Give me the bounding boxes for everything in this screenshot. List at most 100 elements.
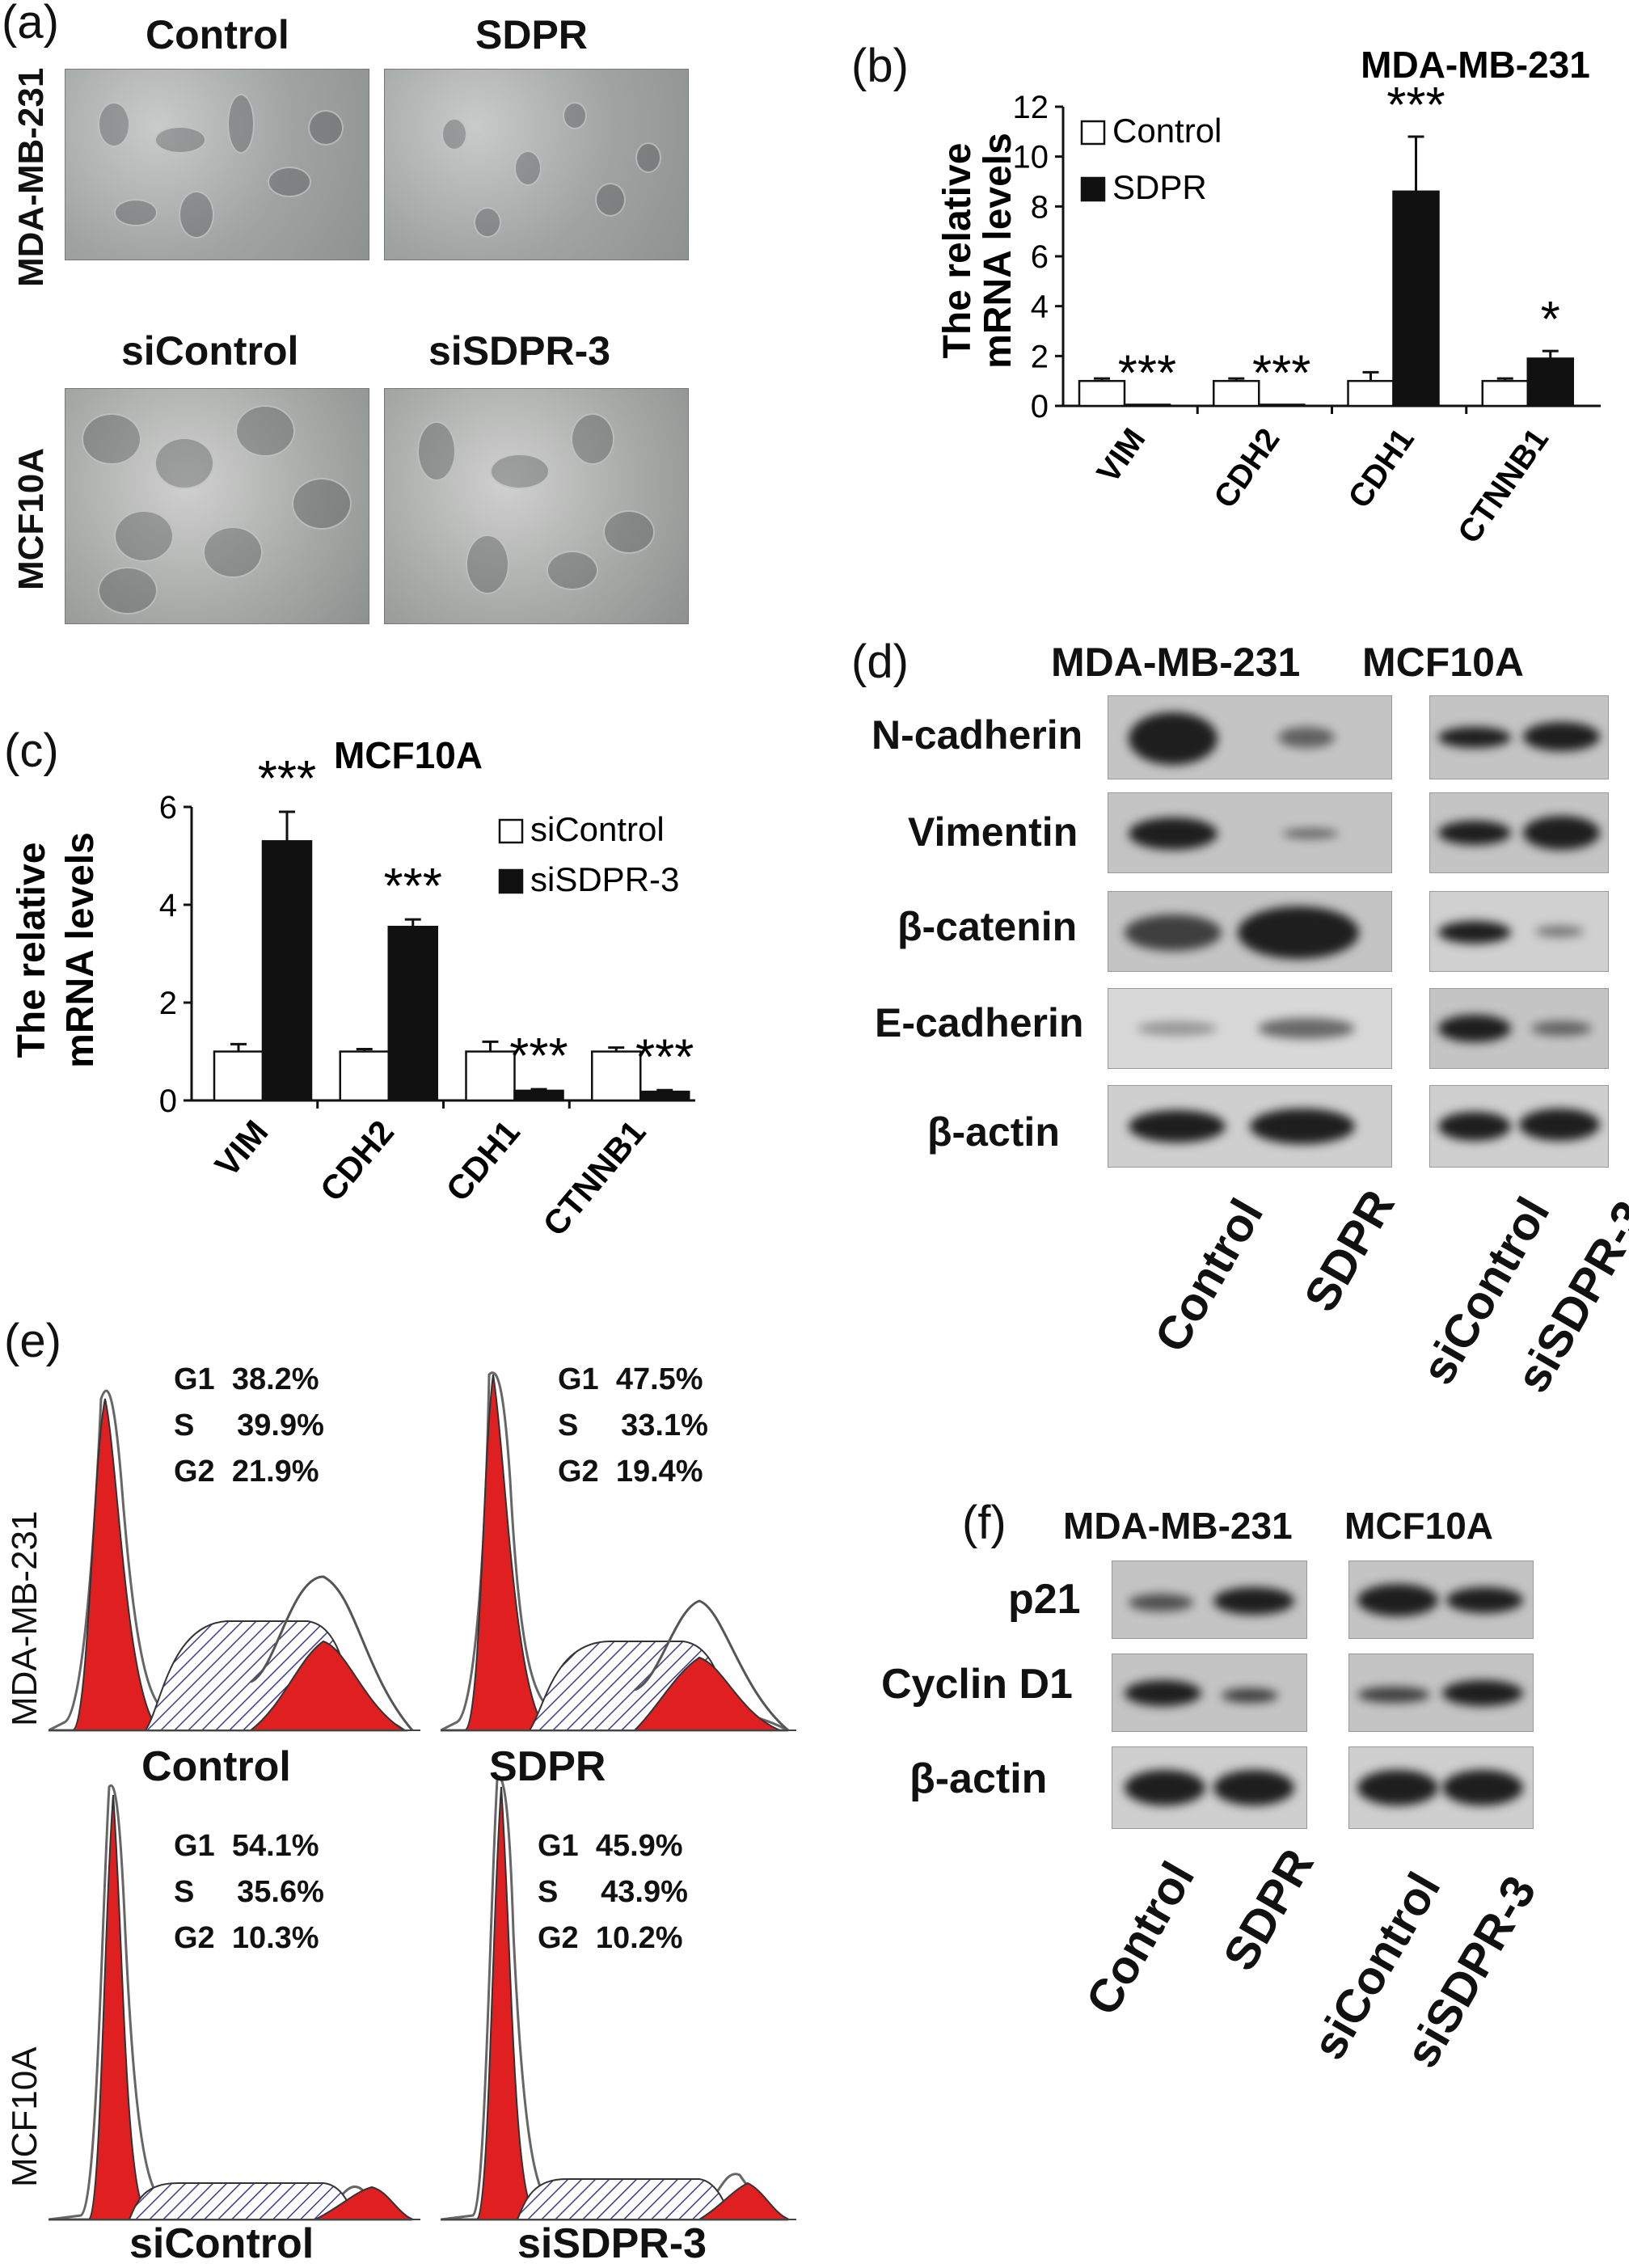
legend-swatch-sisdpr-3	[498, 868, 524, 894]
blot-mcf-bactin	[1429, 1085, 1609, 1168]
legend-label-sicontrol: siControl	[530, 810, 665, 848]
blot-f-mcf-cyclind1	[1348, 1653, 1534, 1732]
significance-mark: ***	[258, 751, 316, 807]
legend-swatch-control	[1080, 120, 1106, 146]
significance-mark: ***	[1252, 345, 1310, 401]
panel-f-lane-sdpr: SDPR	[1213, 1839, 1324, 1979]
category-label: CDH1	[1341, 422, 1421, 514]
category-label: VIM	[1091, 422, 1153, 489]
blot-f-mda-bactin	[1112, 1746, 1307, 1829]
panel-e-row-mcf: MCF10A	[5, 2046, 44, 2187]
category-label: CTNNB1	[535, 1113, 652, 1244]
histogram-control-stats: G1 38.2% S 39.9% G2 21.9%	[174, 1362, 324, 1489]
panel-f-group-mcf: MCF10A	[1344, 1505, 1494, 1547]
bar-sisdpr-3	[387, 925, 438, 1102]
blot-f-mda-p21	[1112, 1561, 1307, 1639]
bar-sdpr	[1123, 403, 1171, 408]
legend-swatch-sdpr	[1080, 176, 1106, 202]
bar-sicontrol	[213, 1050, 264, 1102]
y-tick-label: 8	[1031, 189, 1049, 225]
blot-f-mcf-bactin	[1348, 1746, 1534, 1829]
histogram-sdpr-stats: G1 47.5% S 33.1% G2 19.4%	[558, 1362, 708, 1489]
significance-mark: ***	[1118, 345, 1176, 401]
panel-c-letter: (c)	[4, 724, 59, 777]
bar-sicontrol	[339, 1050, 390, 1102]
category-label: CDH2	[1207, 422, 1287, 514]
category-label: CDH1	[438, 1113, 527, 1209]
blot-mda-vim	[1108, 792, 1392, 873]
panel-d-row-ncad: N-cadherin	[871, 712, 1083, 758]
category-label: CDH2	[313, 1113, 402, 1209]
panel-a-col-control: Control	[146, 12, 289, 57]
y-axis-label-line2: mRNA levels	[977, 133, 1019, 369]
significance-mark: *	[1541, 292, 1560, 348]
bar-sicontrol	[465, 1050, 516, 1102]
micrograph-mda-control	[65, 69, 369, 260]
y-tick-label: 2	[159, 986, 177, 1021]
blot-mcf-ecad	[1429, 988, 1609, 1069]
bar-sdpr	[1392, 190, 1440, 408]
histogram-sicontrol	[49, 1784, 420, 2221]
panel-d-group-mda: MDA-MB-231	[1051, 640, 1301, 685]
panel-b-letter: (b)	[851, 40, 909, 92]
blot-f-mda-cyclind1	[1112, 1653, 1307, 1732]
histogram-control	[49, 1389, 420, 1732]
bar-chart-mda: 0 2 4 6 8 10 12 *** VIM *** CDH2 *** CDH1 * CTNNB1 MDA-…	[936, 44, 1601, 550]
histogram-sisdpr3-stats: G1 45.9% S 43.9% G2 10.2%	[538, 1829, 688, 1955]
histogram-sdpr	[441, 1371, 796, 1732]
panel-a-col-sdpr: SDPR	[475, 12, 588, 57]
histogram-sisdpr3	[441, 1776, 796, 2221]
histogram-label-control: Control	[141, 1743, 291, 1790]
legend-label-control: Control	[1112, 112, 1222, 150]
panel-d-letter: (d)	[851, 636, 909, 688]
y-tick-label: 4	[1031, 289, 1049, 325]
legend-label-sisdpr-3: siSDPR-3	[530, 860, 679, 898]
panel-d-row-bcat: β-catenin	[897, 904, 1078, 949]
bar-control	[1347, 379, 1395, 408]
bar-control	[1213, 379, 1260, 408]
bar-sisdpr-3	[513, 1089, 564, 1102]
significance-mark: ***	[384, 859, 442, 914]
micrograph-mda-sdpr	[384, 69, 689, 260]
y-tick-label: 6	[159, 790, 177, 826]
panel-d-row-bactin: β-actin	[927, 1109, 1060, 1155]
blot-mda-bcat	[1108, 891, 1392, 972]
bar-sdpr	[1526, 357, 1574, 408]
panel-e-letter: (e)	[4, 1315, 61, 1367]
y-axis-label-line2: mRNA levels	[59, 832, 102, 1068]
significance-mark: ***	[635, 1029, 694, 1085]
histogram-label-sisdpr3: siSDPR-3	[517, 2220, 707, 2267]
panel-a-col-sisdpr3: siSDPR-3	[428, 328, 611, 374]
blot-f-mcf-p21	[1348, 1561, 1534, 1639]
micrograph-mcf-sicontrol	[65, 388, 369, 624]
blot-mcf-vim	[1429, 792, 1609, 873]
y-tick-label: 10	[1013, 140, 1049, 175]
histogram-label-sdpr: SDPR	[489, 1743, 606, 1790]
bar-sisdpr-3	[261, 840, 313, 1102]
bar-chart-mcf: 0 2 4 6 *** VIM *** CDH2 *** CDH1 *** CTNNB1 MCF10A T…	[11, 734, 695, 1244]
panel-d-row-ecad: E-cadherin	[875, 1000, 1084, 1045]
category-label: CTNNB1	[1451, 422, 1555, 550]
micrograph-mcf-sisdpr3	[384, 388, 689, 624]
panel-d-group-mcf: MCF10A	[1362, 640, 1525, 685]
chart-title: MDA-MB-231	[1361, 44, 1590, 86]
bar-sdpr	[1258, 403, 1306, 408]
y-tick-label: 2	[1031, 339, 1049, 374]
bar-control	[1078, 379, 1126, 408]
category-label: VIM	[207, 1113, 275, 1184]
histogram-sicontrol-stats: G1 54.1% S 35.6% G2 10.3%	[174, 1829, 324, 1955]
blot-mcf-bcat	[1429, 891, 1609, 972]
y-axis-label-line1: The relative	[11, 843, 53, 1058]
panel-a-col-sicontrol: siControl	[121, 328, 299, 374]
panel-f-row-cyclind1: Cyclin D1	[881, 1661, 1073, 1708]
panel-a-row-mda: MDA-MB-231	[11, 67, 51, 287]
legend-swatch-sicontrol	[498, 818, 524, 844]
panel-f-lane-control: Control	[1075, 1852, 1205, 2024]
blot-mda-ecad	[1108, 988, 1392, 1069]
panel-f-letter: (f)	[962, 1497, 1007, 1549]
panel-f-group-mda: MDA-MB-231	[1063, 1505, 1293, 1547]
panel-a-letter: (a)	[2, 0, 59, 49]
chart-title: MCF10A	[334, 734, 483, 776]
panel-d-row-vim: Vimentin	[908, 809, 1078, 855]
panel-f-row-bactin: β-actin	[909, 1755, 1048, 1802]
